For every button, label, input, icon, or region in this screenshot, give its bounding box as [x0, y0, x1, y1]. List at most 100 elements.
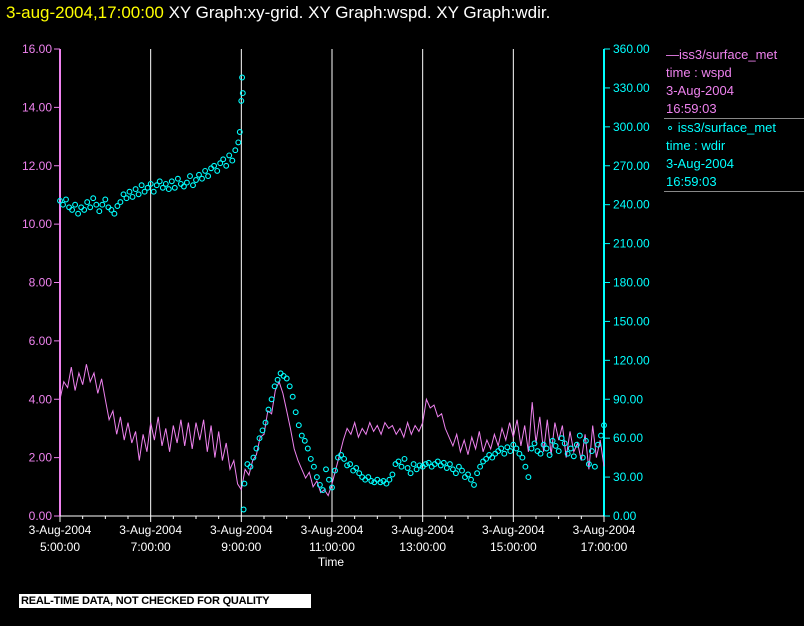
wdir-point: [338, 452, 345, 458]
x-tick-date-label: 3-Aug-2004: [391, 523, 454, 537]
wdir-point: [440, 459, 447, 466]
wdir-point: [247, 463, 254, 470]
wdir-point: [256, 435, 263, 442]
wdir-point: [558, 435, 565, 442]
wdir-point: [114, 203, 121, 209]
graph-titles-label: XY Graph:xy-grid. XY Graph:wspd. XY Grap…: [163, 3, 551, 22]
wdir-point: [428, 463, 435, 470]
wdir-point: [332, 467, 338, 474]
x-tick-time-label: 13:00:00: [399, 540, 446, 554]
wdir-point: [504, 444, 511, 451]
right-y-tick-label: 30.00: [613, 470, 643, 484]
x-tick-time-label: 15:00:00: [490, 540, 537, 554]
wdir-point: [238, 97, 245, 104]
wdir-point: [474, 470, 481, 477]
wdir-point: [513, 445, 520, 452]
right-y-tick-label: 0.00: [613, 509, 637, 523]
x-tick-date-label: 3-Aug-2004: [573, 523, 636, 537]
wdir-point: [165, 186, 172, 193]
wdir-point: [286, 383, 293, 390]
wdir-point: [540, 441, 547, 448]
legend-entry-wdir: ∘ iss3/surface_met time : wdir 3-Aug-200…: [664, 119, 804, 192]
wdir-point: [579, 454, 586, 461]
wdir-point: [501, 450, 508, 457]
wdir-point: [268, 396, 275, 403]
legend-wspd-time: 16:59:03: [666, 101, 717, 116]
wdir-point: [84, 199, 91, 206]
wdir-point: [598, 432, 604, 439]
wdir-point: [202, 167, 209, 174]
wdir-point: [292, 409, 299, 416]
legend-entry-wspd: —iss3/surface_met time : wspd 3-Aug-2004…: [664, 46, 804, 119]
legend-wspd-variable: time : wspd: [666, 65, 732, 80]
wdir-point: [446, 461, 453, 468]
wdir-point: [425, 459, 432, 466]
wdir-point: [471, 481, 477, 488]
wdir-point: [81, 206, 88, 213]
wdir-point: [69, 206, 76, 213]
left-y-tick-label: 6.00: [29, 334, 53, 348]
wdir-point: [383, 480, 390, 487]
wdir-point: [323, 466, 329, 473]
right-y-axis: 0.00 30.00 60.00 90.00 120.00 150.00 180.00 210…: [603, 42, 650, 523]
right-y-tick-label: 240.00: [613, 198, 650, 212]
wdir-point: [259, 427, 266, 434]
wdir-point: [265, 406, 272, 413]
wdir-point: [262, 419, 269, 426]
wdir-point: [525, 474, 532, 481]
legend-wdir-source: ∘ iss3/surface_met: [666, 120, 777, 135]
right-y-tick-label: 360.00: [613, 42, 650, 56]
wdir-point: [205, 173, 212, 180]
wdir-point: [156, 178, 163, 185]
left-y-tick-label: 10.00: [22, 217, 52, 231]
wdir-point: [531, 440, 538, 447]
wdir-point: [522, 463, 529, 470]
wdir-point: [316, 481, 323, 488]
wdir-point: [226, 152, 233, 159]
wdir-point: [585, 461, 592, 468]
wdir-point: [144, 184, 151, 191]
wdir-point: [537, 450, 544, 457]
wdir-point: [180, 183, 187, 190]
wdir-point: [552, 442, 559, 449]
wdir-point: [240, 506, 247, 513]
wdir-point: [162, 180, 169, 187]
wdir-point: [138, 182, 145, 189]
wdir-point: [573, 441, 580, 448]
wdir-point: [413, 466, 420, 473]
left-y-axis: 0.00 2.00 4.00 6.00 8.00 10.00 12.00 14.00 16.00: [22, 42, 61, 523]
wdir-point: [132, 186, 139, 193]
left-y-tick-label: 4.00: [29, 392, 53, 406]
wdir-point: [283, 375, 290, 382]
x-axis-label: Time: [318, 555, 345, 569]
wdir-point: [129, 193, 136, 200]
wdir-point: [567, 445, 574, 452]
wdir-point: [528, 445, 535, 452]
wdir-point: [171, 184, 178, 191]
wdir-point: [220, 156, 227, 163]
wdir-point: [452, 470, 459, 477]
wdir-point: [241, 480, 248, 487]
x-tick-date-label: 3-Aug-2004: [482, 523, 545, 537]
legend-wdir-variable: time : wdir: [666, 138, 726, 153]
wdir-point: [326, 476, 332, 483]
wdir-point: [410, 461, 417, 468]
timestamp-label: 3-aug-2004,17:00:00: [6, 3, 164, 22]
x-tick-time-label: 5:00:00: [40, 540, 80, 554]
wdir-point: [274, 376, 281, 383]
wdir-point: [310, 463, 317, 470]
wdir-point: [407, 470, 414, 477]
wdir-point: [250, 454, 257, 461]
wdir-point: [434, 458, 441, 465]
right-y-tick-label: 210.00: [613, 237, 650, 251]
left-y-tick-label: 14.00: [22, 100, 52, 114]
wdir-point: [591, 463, 598, 470]
wdir-point: [211, 162, 218, 169]
wdir-point: [141, 188, 148, 195]
wdir-point: [63, 196, 69, 203]
wdir-point: [416, 462, 423, 469]
wdir-point: [570, 453, 577, 460]
wdir-point: [168, 178, 175, 185]
wdir-point: [229, 157, 236, 164]
